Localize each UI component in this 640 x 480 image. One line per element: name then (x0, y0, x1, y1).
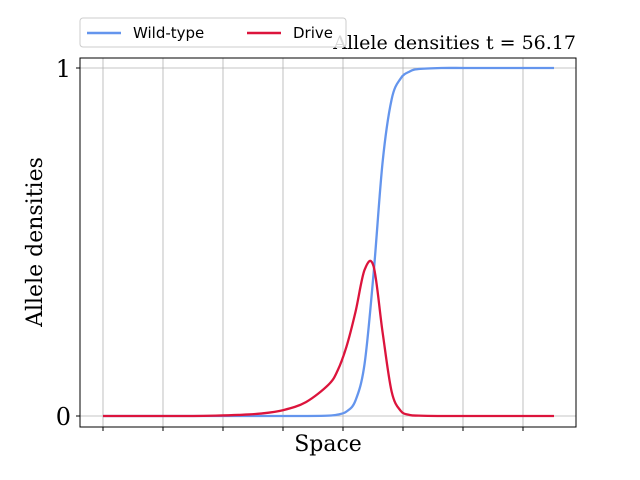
series-line-wild-type (102, 66, 554, 418)
chart-title: Allele densities t = 56.17 (332, 32, 576, 54)
y-tick-label: 1 (56, 55, 71, 83)
legend-label-drive: Drive (293, 24, 333, 42)
plot-frame (79, 57, 577, 428)
horizontal-grid-lines (80, 67, 576, 417)
x-axis-label: Space (294, 432, 362, 457)
series-line-drive (102, 259, 554, 418)
legend-label-wild-type: Wild-type (133, 24, 204, 42)
series-lines (102, 66, 554, 418)
x-ticks (102, 427, 524, 431)
grid-lines (102, 58, 524, 427)
y-tick-label: 0 (56, 403, 71, 431)
legend-box (79, 17, 347, 48)
y-ticks: 01 (56, 55, 80, 431)
legend: Wild-type Drive (79, 17, 347, 48)
y-axis-label: Allele densities (23, 157, 48, 328)
